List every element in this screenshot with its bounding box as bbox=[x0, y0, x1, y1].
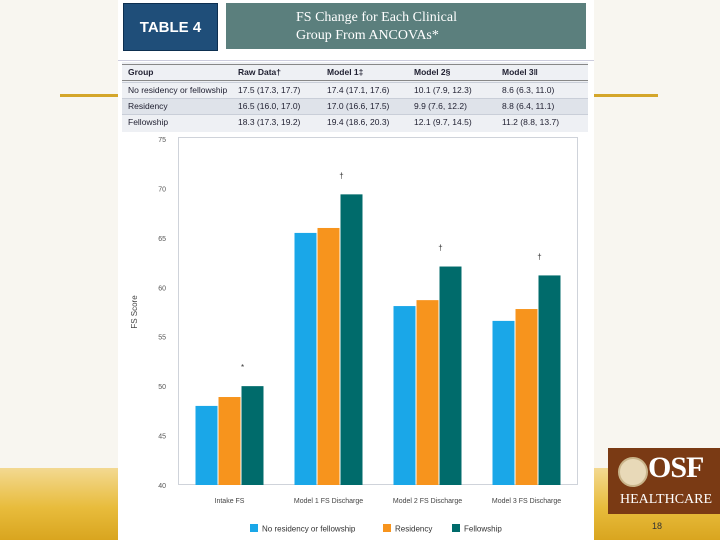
legend-label: No residency or fellowship bbox=[262, 525, 356, 534]
table-cell: 17.4 (17.1, 17.6) bbox=[327, 85, 390, 95]
y-tick-label: 40 bbox=[158, 483, 166, 490]
table-cell: Residency bbox=[128, 101, 168, 111]
table-cell: 17.0 (16.6, 17.5) bbox=[327, 101, 390, 111]
table-cell: 12.1 (9.7, 14.5) bbox=[414, 117, 472, 127]
table-cell: 11.2 (8.8, 13.7) bbox=[502, 117, 560, 127]
bar-no-residency-or-fellowship bbox=[393, 306, 416, 485]
legend-swatch bbox=[250, 524, 258, 532]
legend-swatch bbox=[383, 524, 391, 532]
y-axis-label: FS Score bbox=[130, 295, 139, 329]
seal-icon bbox=[618, 457, 648, 487]
table-cell: 17.5 (17.3, 17.7) bbox=[238, 85, 301, 95]
significance-marker: † bbox=[537, 252, 541, 261]
bar-residency bbox=[515, 309, 538, 485]
significance-marker: * bbox=[241, 363, 244, 372]
legend-label: Residency bbox=[395, 525, 432, 534]
slide-rule-left bbox=[60, 94, 118, 97]
col-header: Raw Data† bbox=[238, 67, 281, 77]
y-tick-label: 55 bbox=[158, 335, 166, 342]
x-tick-label: Model 3 FS Discharge bbox=[492, 498, 561, 505]
x-tick-label: Model 1 FS Discharge bbox=[294, 498, 363, 505]
col-header: Group bbox=[128, 67, 154, 77]
table-title: FS Change for Each Clinical Group From A… bbox=[226, 3, 586, 49]
bar-no-residency-or-fellowship bbox=[294, 232, 317, 485]
y-tick-label: 75 bbox=[158, 137, 166, 144]
table-row: Residency 16.5 (16.0, 17.0) 17.0 (16.6, … bbox=[122, 98, 588, 114]
legend-label: Fellowship bbox=[464, 525, 502, 534]
bar-no-residency-or-fellowship bbox=[492, 320, 515, 485]
table-label: TABLE 4 bbox=[123, 3, 218, 51]
bar-residency bbox=[317, 227, 340, 485]
bar-fellowship bbox=[538, 275, 561, 485]
bar-no-residency-or-fellowship bbox=[195, 405, 218, 485]
table-cell: No residency or fellowship bbox=[128, 85, 228, 95]
table-cell: 9.9 (7.6, 12.2) bbox=[414, 101, 467, 111]
table-row: Fellowship 18.3 (17.3, 19.2) 19.4 (18.6,… bbox=[122, 114, 588, 130]
legend-swatch bbox=[452, 524, 460, 532]
table-cell: 8.8 (6.4, 11.1) bbox=[502, 101, 555, 111]
osf-logo: OSF HEALTHCARE bbox=[608, 448, 720, 514]
page-number: 18 bbox=[652, 521, 663, 531]
table-cell: 19.4 (18.6, 20.3) bbox=[327, 117, 390, 127]
y-tick-label: 45 bbox=[158, 434, 166, 441]
table-cell: 8.6 (6.3, 11.0) bbox=[502, 85, 555, 95]
significance-marker: † bbox=[438, 244, 442, 253]
table-cell: 18.3 (17.3, 19.2) bbox=[238, 117, 301, 127]
bar-fellowship bbox=[439, 266, 462, 485]
x-tick-label: Intake FS bbox=[215, 498, 245, 505]
y-tick-label: 50 bbox=[158, 384, 166, 391]
table-cell: 10.1 (7.9, 12.3) bbox=[414, 85, 472, 95]
y-tick-label: 60 bbox=[158, 285, 166, 292]
bar-fellowship bbox=[340, 194, 363, 486]
x-tick-label: Model 2 FS Discharge bbox=[393, 498, 462, 505]
chart-frame bbox=[178, 137, 578, 485]
significance-marker: † bbox=[339, 171, 343, 180]
logo-text: OSF bbox=[648, 451, 704, 484]
logo-subtext: HEALTHCARE bbox=[620, 492, 713, 507]
col-header: Model 3‖ bbox=[502, 67, 538, 77]
table-head-row: Group Raw Data† Model 1‡ Model 2§ Model … bbox=[122, 64, 588, 81]
table-row: No residency or fellowship 17.5 (17.3, 1… bbox=[122, 82, 588, 98]
slide-rule-right bbox=[594, 94, 658, 97]
y-tick-label: 65 bbox=[158, 236, 166, 243]
bar-residency bbox=[416, 300, 439, 485]
y-tick-label: 70 bbox=[158, 186, 166, 193]
data-table: Group Raw Data† Model 1‡ Model 2§ Model … bbox=[122, 62, 588, 132]
table-title-line1: FS Change for Each Clinical bbox=[296, 10, 457, 25]
bar-fellowship bbox=[241, 386, 264, 485]
table-title-line2: Group From ANCOVAs* bbox=[296, 28, 439, 43]
col-header: Model 1‡ bbox=[327, 67, 364, 77]
bar-residency bbox=[218, 397, 241, 485]
table-cell: 16.5 (16.0, 17.0) bbox=[238, 101, 301, 111]
col-header: Model 2§ bbox=[414, 67, 451, 77]
table-cell: Fellowship bbox=[128, 117, 169, 127]
